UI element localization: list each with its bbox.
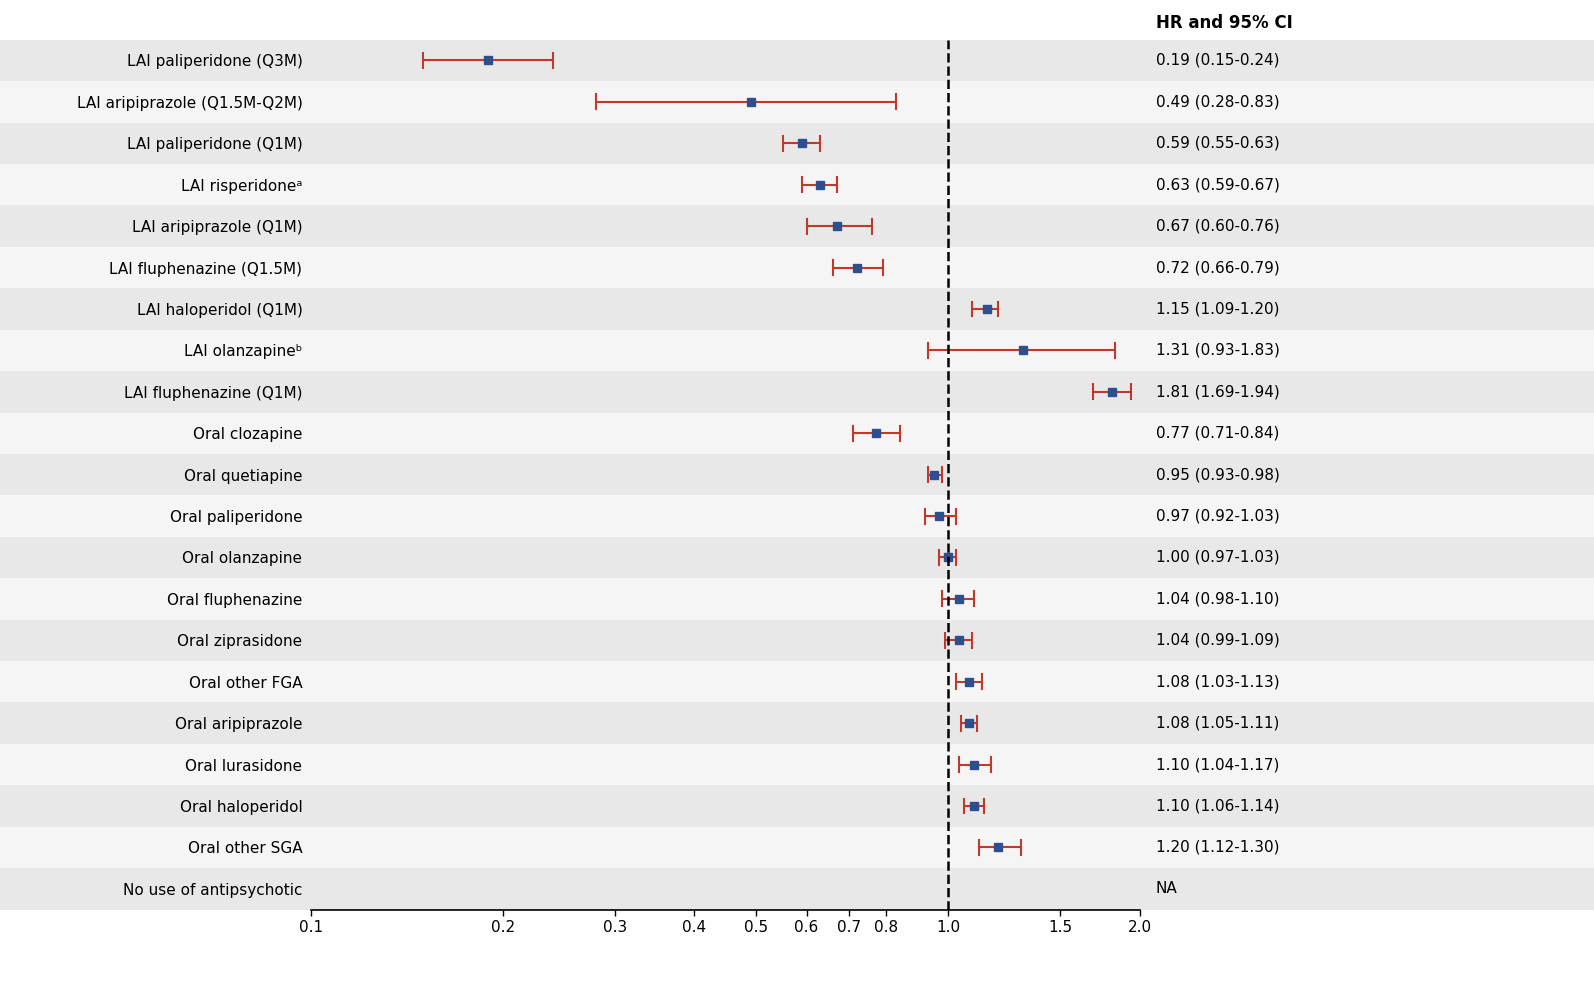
Bar — [311, 619, 1140, 661]
Bar — [311, 247, 1140, 288]
Bar — [0, 454, 1594, 495]
Bar — [311, 785, 1140, 827]
Bar — [0, 164, 1594, 206]
Text: 0.77 (0.71-0.84): 0.77 (0.71-0.84) — [1156, 425, 1278, 440]
Bar — [0, 206, 1594, 247]
Bar — [0, 122, 1594, 164]
Text: 0.63 (0.59-0.67): 0.63 (0.59-0.67) — [1156, 177, 1280, 192]
Bar — [0, 288, 1594, 330]
Bar — [311, 330, 1140, 371]
Bar — [0, 868, 1594, 910]
Text: 1.04 (0.99-1.09): 1.04 (0.99-1.09) — [1156, 633, 1280, 648]
Bar — [311, 371, 1140, 413]
Bar — [311, 82, 1140, 122]
Text: 1.31 (0.93-1.83): 1.31 (0.93-1.83) — [1156, 343, 1280, 358]
Bar — [0, 744, 1594, 785]
Bar — [311, 537, 1140, 579]
Text: 1.08 (1.05-1.11): 1.08 (1.05-1.11) — [1156, 716, 1278, 731]
Text: 0.19 (0.15-0.24): 0.19 (0.15-0.24) — [1156, 53, 1278, 68]
Bar — [0, 40, 1594, 82]
Bar — [0, 827, 1594, 868]
Text: 1.08 (1.03-1.13): 1.08 (1.03-1.13) — [1156, 674, 1280, 689]
Text: 0.97 (0.92-1.03): 0.97 (0.92-1.03) — [1156, 509, 1280, 524]
Bar — [0, 661, 1594, 703]
Text: 1.10 (1.06-1.14): 1.10 (1.06-1.14) — [1156, 798, 1278, 813]
Bar — [311, 868, 1140, 910]
Text: 1.04 (0.98-1.10): 1.04 (0.98-1.10) — [1156, 591, 1278, 606]
Bar — [0, 371, 1594, 413]
Bar — [0, 579, 1594, 619]
Text: 0.59 (0.55-0.63): 0.59 (0.55-0.63) — [1156, 136, 1280, 151]
Bar — [0, 703, 1594, 744]
Bar — [0, 330, 1594, 371]
Bar — [311, 206, 1140, 247]
Bar — [0, 785, 1594, 827]
Bar — [311, 661, 1140, 703]
Bar — [0, 247, 1594, 288]
Text: 1.00 (0.97-1.03): 1.00 (0.97-1.03) — [1156, 550, 1280, 565]
Bar — [311, 703, 1140, 744]
Bar — [311, 744, 1140, 785]
Text: HR and 95% CI: HR and 95% CI — [1156, 14, 1293, 32]
Bar — [0, 495, 1594, 537]
Text: 0.67 (0.60-0.76): 0.67 (0.60-0.76) — [1156, 219, 1280, 234]
Text: 0.95 (0.93-0.98): 0.95 (0.93-0.98) — [1156, 467, 1280, 482]
Bar — [311, 164, 1140, 206]
Bar — [0, 82, 1594, 122]
Text: 0.49 (0.28-0.83): 0.49 (0.28-0.83) — [1156, 94, 1280, 109]
Bar — [311, 122, 1140, 164]
Bar — [0, 537, 1594, 579]
Bar — [311, 579, 1140, 619]
Text: NA: NA — [1156, 882, 1178, 897]
Text: 1.10 (1.04-1.17): 1.10 (1.04-1.17) — [1156, 757, 1278, 772]
Text: 0.72 (0.66-0.79): 0.72 (0.66-0.79) — [1156, 260, 1280, 275]
Bar — [311, 413, 1140, 454]
Bar — [311, 495, 1140, 537]
Bar — [0, 413, 1594, 454]
Bar — [311, 454, 1140, 495]
Bar — [311, 288, 1140, 330]
Text: 1.15 (1.09-1.20): 1.15 (1.09-1.20) — [1156, 301, 1278, 316]
Text: 1.81 (1.69-1.94): 1.81 (1.69-1.94) — [1156, 385, 1280, 400]
Bar — [311, 827, 1140, 868]
Text: 1.20 (1.12-1.30): 1.20 (1.12-1.30) — [1156, 840, 1278, 855]
Bar — [311, 40, 1140, 82]
Bar — [0, 619, 1594, 661]
